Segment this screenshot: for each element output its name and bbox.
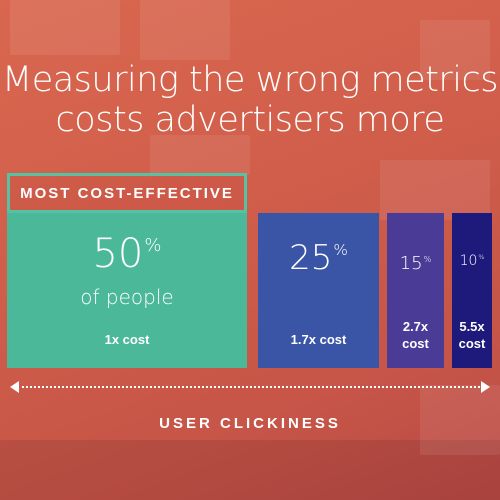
bar-value-label: 15%	[399, 253, 432, 274]
most-cost-effective-label: MOST COST-EFFECTIVE	[20, 184, 234, 202]
bar-3: 15% 2.7x cost	[387, 213, 444, 368]
background-poster	[150, 135, 250, 175]
bar-1: 50% of people 1x cost	[7, 213, 247, 368]
bar-2: 25% 1.7x cost	[258, 213, 379, 368]
background-poster	[140, 0, 230, 60]
x-axis-label: USER CLICKINESS	[159, 415, 341, 432]
bar-value-label: 50%	[92, 231, 162, 277]
bar-value-label: 10%	[459, 253, 485, 269]
bar-cost-label: 5.5x cost	[458, 319, 486, 351]
axis-line	[22, 386, 480, 388]
background-poster	[420, 20, 490, 80]
title-line-1: Measuring the wrong metrics	[2, 60, 499, 100]
bar-4: 10% 5.5x cost	[452, 213, 492, 368]
title-line-2: costs advertisers more	[55, 100, 445, 140]
bar-cost-label: 2.7x cost	[402, 319, 429, 351]
most-cost-effective-box: MOST COST-EFFECTIVE	[7, 173, 247, 213]
bar-cost-label: 1x cost	[104, 332, 150, 347]
bar-cost-label: 1.7x cost	[290, 332, 347, 347]
background-poster	[0, 440, 500, 500]
bar-sublabel: of people	[80, 285, 174, 309]
arrow-left-icon	[10, 381, 19, 393]
arrow-right-icon	[481, 381, 490, 393]
background-poster	[380, 160, 490, 220]
chart-title: Measuring the wrong metrics costs advert…	[0, 60, 500, 140]
background-poster	[420, 385, 500, 455]
background-poster	[10, 0, 120, 55]
bar-value-label: 25%	[289, 238, 348, 278]
